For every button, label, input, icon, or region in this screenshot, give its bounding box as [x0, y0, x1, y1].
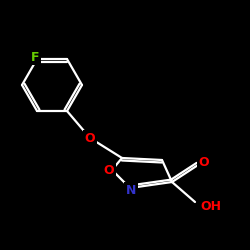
Text: O: O [199, 156, 209, 168]
Text: OH: OH [200, 200, 221, 212]
Text: F: F [31, 50, 39, 64]
Text: O: O [85, 132, 95, 144]
Text: O: O [104, 164, 114, 176]
Text: N: N [126, 184, 136, 196]
